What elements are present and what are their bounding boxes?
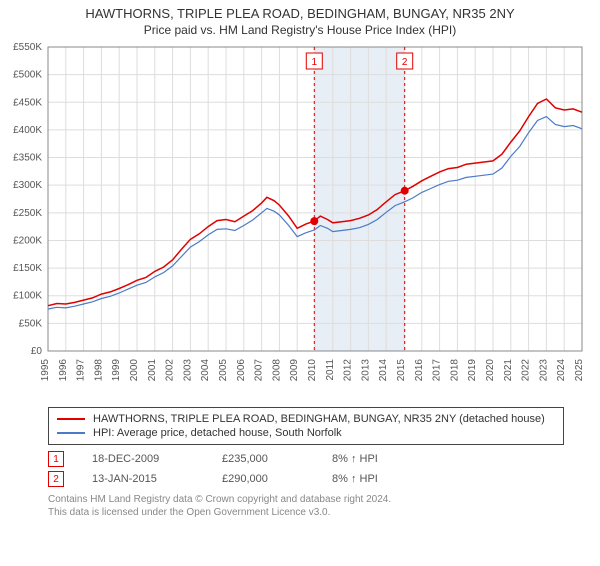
svg-text:1: 1 [312,57,318,68]
svg-text:2017: 2017 [432,359,443,382]
svg-text:2001: 2001 [147,359,158,382]
svg-text:£250K: £250K [13,208,42,219]
sale-date: 18-DEC-2009 [92,453,222,465]
svg-text:2003: 2003 [182,359,193,382]
svg-text:£100K: £100K [13,291,42,302]
sale-price: £235,000 [222,453,332,465]
svg-text:2: 2 [402,57,408,68]
sale-index-box: 1 [48,451,64,467]
footer-line-2: This data is licensed under the Open Gov… [48,506,600,519]
svg-text:2007: 2007 [254,359,265,382]
svg-text:2024: 2024 [556,359,567,382]
svg-text:2014: 2014 [378,359,389,382]
svg-text:2006: 2006 [236,359,247,382]
legend-item: HAWTHORNS, TRIPLE PLEA ROAD, BEDINGHAM, … [57,412,555,426]
svg-text:2019: 2019 [467,359,478,382]
legend: HAWTHORNS, TRIPLE PLEA ROAD, BEDINGHAM, … [48,407,564,445]
svg-text:1998: 1998 [93,359,104,382]
footer: Contains HM Land Registry data © Crown c… [48,493,600,519]
svg-text:2012: 2012 [343,359,354,382]
legend-label: HAWTHORNS, TRIPLE PLEA ROAD, BEDINGHAM, … [93,413,545,425]
svg-text:£550K: £550K [13,42,42,53]
svg-text:2000: 2000 [129,359,140,382]
sale-row: 1 18-DEC-2009£235,0008% ↑ HPI [48,449,600,469]
chart-title-sub: Price paid vs. HM Land Registry's House … [0,23,600,37]
footer-line-1: Contains HM Land Registry data © Crown c… [48,493,600,506]
svg-text:2018: 2018 [449,359,460,382]
svg-text:2015: 2015 [396,359,407,382]
sale-diff: 8% ↑ HPI [332,453,432,465]
sale-price: £290,000 [222,473,332,485]
sale-date: 13-JAN-2015 [92,473,222,485]
svg-text:2011: 2011 [325,359,336,381]
svg-text:£400K: £400K [13,125,42,136]
svg-text:2013: 2013 [360,359,371,382]
svg-text:£500K: £500K [13,70,42,81]
svg-text:1999: 1999 [111,359,122,382]
svg-text:2002: 2002 [165,359,176,382]
legend-label: HPI: Average price, detached house, Sout… [93,427,342,439]
chart-title-main: HAWTHORNS, TRIPLE PLEA ROAD, BEDINGHAM, … [0,6,600,21]
svg-text:1997: 1997 [76,359,87,382]
svg-text:2008: 2008 [271,359,282,382]
svg-text:£300K: £300K [13,180,42,191]
svg-text:2023: 2023 [538,359,549,382]
svg-text:2020: 2020 [485,359,496,382]
svg-text:£150K: £150K [13,263,42,274]
svg-text:1996: 1996 [58,359,69,382]
legend-swatch [57,418,85,420]
sale-diff: 8% ↑ HPI [332,473,432,485]
legend-item: HPI: Average price, detached house, Sout… [57,426,555,440]
svg-text:£0: £0 [31,346,43,357]
svg-text:2025: 2025 [574,359,585,382]
svg-text:2009: 2009 [289,359,300,382]
svg-text:2022: 2022 [521,359,532,382]
svg-text:£350K: £350K [13,153,42,164]
sales-table: 1 18-DEC-2009£235,0008% ↑ HPI 2 13-JAN-2015… [48,449,600,489]
legend-swatch [57,432,85,434]
sale-index-box: 2 [48,471,64,487]
svg-text:2021: 2021 [503,359,514,382]
chart-container: £0 £50K £100K £150K £200K £250K £300K £350K £400… [0,41,600,401]
svg-text:2004: 2004 [200,359,211,382]
svg-text:2016: 2016 [414,359,425,382]
sale-row: 2 13-JAN-2015£290,0008% ↑ HPI [48,469,600,489]
svg-text:1995: 1995 [40,359,51,382]
svg-text:£50K: £50K [19,318,43,329]
svg-text:2010: 2010 [307,359,318,382]
svg-text:£450K: £450K [13,97,42,108]
svg-text:2005: 2005 [218,359,229,382]
price-chart: £0 £50K £100K £150K £200K £250K £300K £350K £400… [0,41,600,401]
svg-text:£200K: £200K [13,235,42,246]
